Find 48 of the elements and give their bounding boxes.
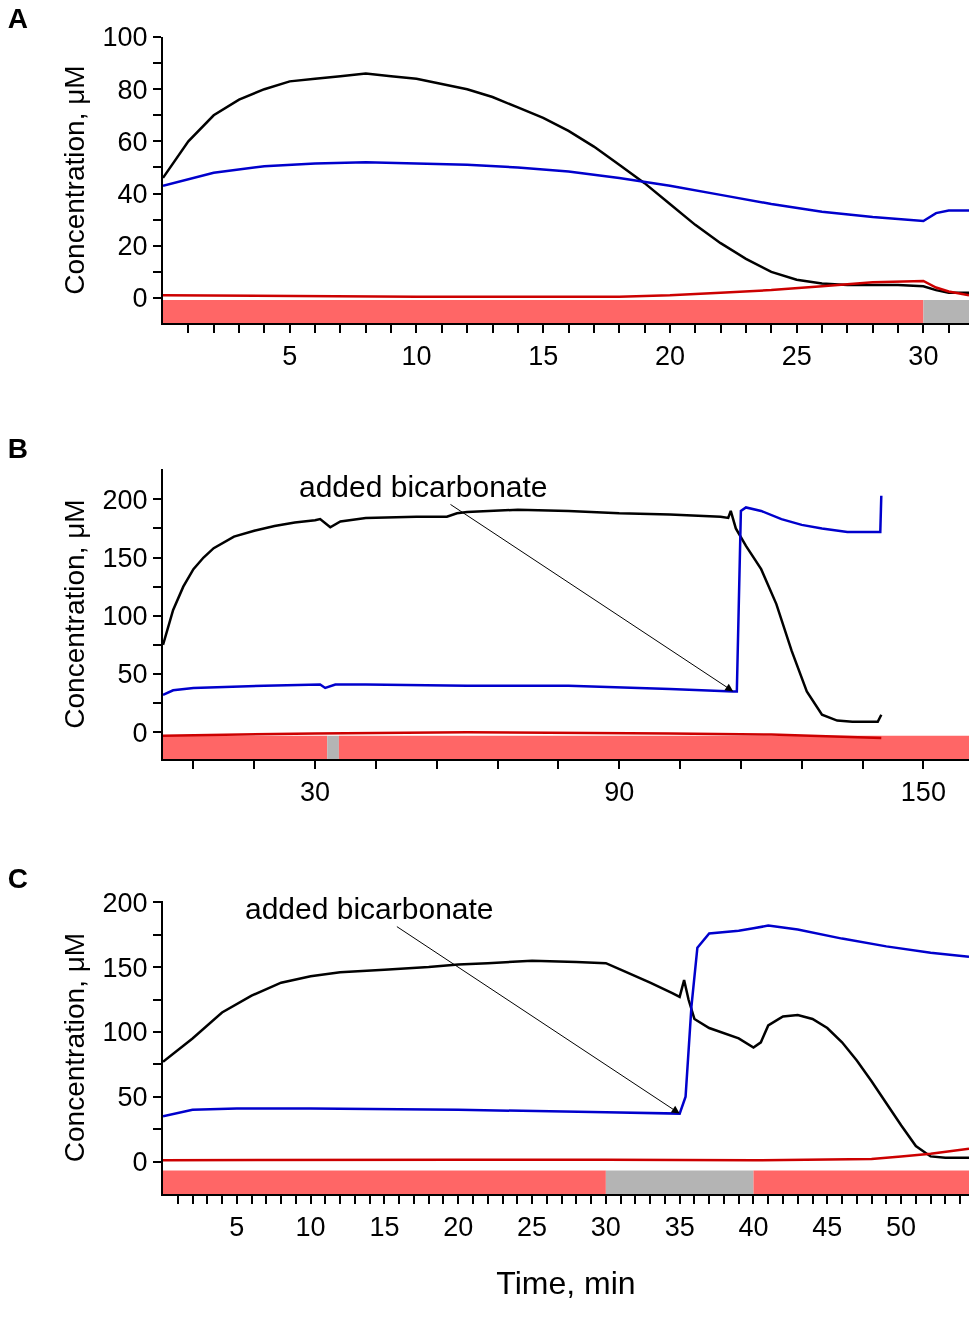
x-tick-label: 30 [300,777,331,808]
x-tick-label: 5 [282,341,298,372]
line-series [163,1147,969,1162]
y-tick-label: 40 [117,179,148,210]
y-axis-title: Concentration, μM [58,65,90,295]
y-tick-label: 60 [117,126,148,157]
x-tick-label: 15 [528,341,559,372]
line-series [163,924,969,1118]
y-tick-label: 0 [132,717,148,748]
y-tick-label: 150 [102,542,148,573]
x-tick-label: 30 [908,341,939,372]
x-tick-label: 30 [590,1212,621,1243]
y-tick-label: 20 [117,231,148,262]
y-tick-label: 200 [102,887,148,918]
y-tick-label: 0 [132,283,148,314]
x-tick-label: 5 [229,1212,245,1243]
y-tick-label: 100 [102,1017,148,1048]
y-axis-title: Concentration, μM [58,499,90,729]
x-tick-label: 40 [738,1212,769,1243]
y-tick-label: 150 [102,952,148,983]
y-tick-label: 100 [102,601,148,632]
x-tick-label: 15 [369,1212,400,1243]
y-tick-label: 200 [102,484,148,515]
x-tick-label: 10 [295,1212,326,1243]
x-tick-label: 90 [604,777,635,808]
x-tick-label: 50 [886,1212,917,1243]
x-tick-label: 10 [401,341,432,372]
x-tick-label: 20 [443,1212,474,1243]
x-tick-label: 150 [900,777,946,808]
chart-title: B [7,432,28,464]
y-tick-label: 50 [117,1082,148,1113]
x-tick-label: 45 [812,1212,843,1243]
annotation: added bicarbonate [299,470,548,503]
x-tick-label: 25 [781,341,812,372]
line-series [163,279,969,298]
y-tick-label: 0 [132,1147,148,1178]
x-tick-label: 20 [654,341,685,372]
x-tick-label: 25 [517,1212,548,1243]
x-axis-title: Time, min [496,1264,636,1301]
chart-title: C [7,862,28,894]
y-tick-label: 80 [117,74,148,105]
y-tick-label: 50 [117,659,148,690]
line-series [163,161,969,223]
annotation: added bicarbonate [245,892,494,925]
y-axis-title: Concentration, μM [58,932,90,1163]
x-tick-label: 35 [664,1212,695,1243]
chart-title: A [7,2,28,34]
y-tick-label: 100 [102,22,148,53]
